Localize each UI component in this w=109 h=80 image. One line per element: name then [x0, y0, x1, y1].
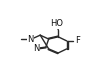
Text: F: F [76, 36, 80, 45]
Text: HO: HO [50, 19, 63, 28]
Text: N: N [33, 44, 39, 53]
Text: N: N [27, 35, 34, 44]
